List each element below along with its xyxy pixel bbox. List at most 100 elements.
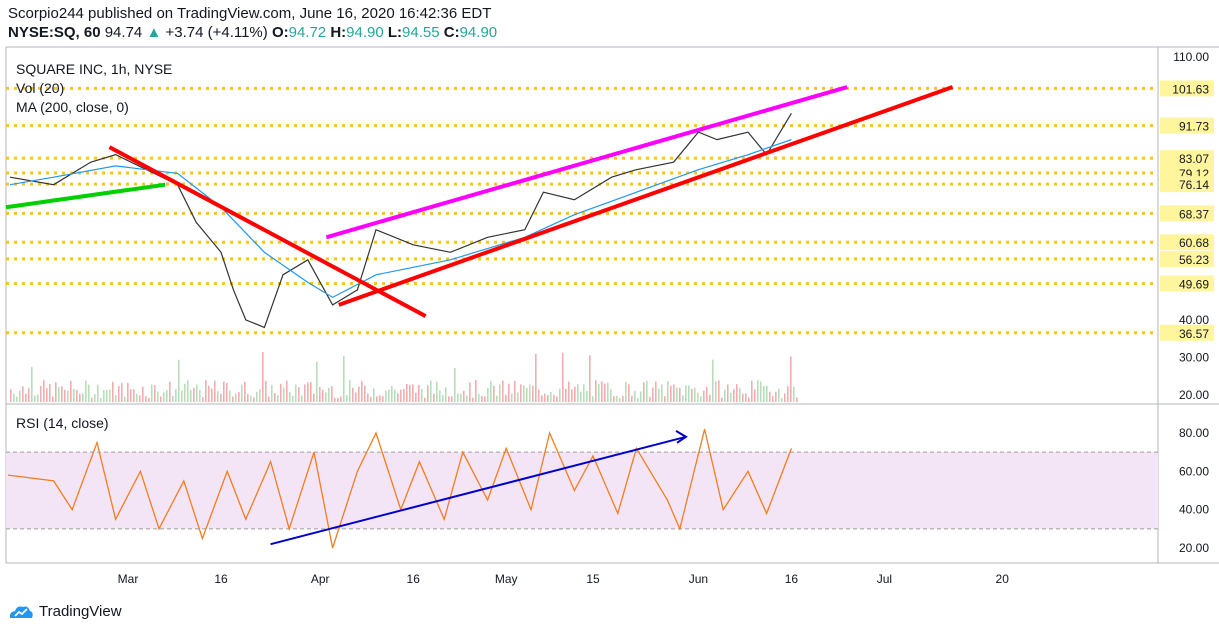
volume-bar (787, 386, 789, 402)
volume-bar (367, 393, 369, 402)
time-tick-label: Jun (689, 572, 708, 586)
volume-bar (115, 395, 117, 402)
volume-bar (478, 393, 480, 402)
volume-bar (421, 389, 423, 402)
level-label-bg (1160, 80, 1214, 97)
volume-bar (715, 381, 717, 402)
volume-bar (475, 380, 477, 402)
volume-bar (175, 389, 177, 402)
volume-bar (412, 384, 414, 402)
volume-bar (670, 385, 672, 402)
volume-bar (742, 393, 744, 402)
volume-bar (199, 390, 201, 402)
volume-bar (94, 394, 96, 402)
level-label: 56.23 (1179, 253, 1209, 267)
volume-bar (172, 395, 174, 402)
trendline-magenta-channel-top (325, 85, 848, 240)
close-label: C: (443, 24, 460, 41)
volume-bar (325, 392, 327, 402)
volume-bar (34, 395, 36, 402)
level-label: 91.73 (1179, 120, 1209, 134)
volume-bar (457, 393, 459, 402)
volume-bar (616, 395, 618, 402)
volume-bar (313, 393, 315, 402)
level-label-bg (1160, 117, 1214, 134)
volume-bar (541, 395, 543, 402)
volume-bar (634, 390, 636, 402)
volume-bar (268, 396, 270, 402)
volume-bar (706, 386, 708, 402)
ohlc-line: NYSE:SQ, 60 94.74 ▲ +3.74 (+4.11%) O:94.… (8, 24, 497, 41)
volume-bar (334, 397, 336, 402)
volume-bar (532, 385, 534, 402)
volume-bars (10, 352, 798, 402)
volume-bar (91, 397, 93, 402)
volume-bar (46, 388, 48, 402)
volume-bar (493, 386, 495, 402)
volume-bar (364, 385, 366, 402)
level-label: 49.69 (1179, 277, 1209, 291)
volume-bar (406, 383, 408, 402)
volume-bar (676, 387, 678, 402)
volume-bar (580, 391, 582, 402)
time-tick-label: 15 (586, 572, 600, 586)
volume-bar (757, 380, 759, 402)
tradingview-cloud-icon (9, 606, 33, 618)
volume-bar (487, 387, 489, 402)
ma-line (9, 139, 792, 299)
volume-bar (100, 397, 102, 402)
volume-bar (598, 383, 600, 402)
volume-bar (232, 396, 234, 402)
volume-bar (502, 380, 504, 402)
volume-bar (349, 380, 351, 402)
volume-bar (223, 381, 225, 402)
volume-bar (481, 395, 483, 402)
volume-bar (88, 384, 90, 402)
volume-bar (304, 384, 306, 402)
volume-bar (472, 397, 474, 402)
volume-bar (463, 390, 465, 402)
volume-bar (166, 390, 168, 402)
volume-bar (454, 367, 456, 402)
volume-bar (793, 386, 795, 402)
volume-bar (316, 361, 318, 402)
volume-bar (124, 396, 126, 402)
volume-bar (211, 388, 213, 402)
volume-bar (178, 359, 180, 402)
volume-bar (13, 393, 15, 402)
level-label-bg (1160, 234, 1214, 251)
volume-bar (151, 384, 153, 402)
volume-bar (754, 389, 756, 402)
volume-bar (226, 383, 228, 402)
volume-bar (583, 384, 585, 402)
volume-bar (64, 389, 66, 402)
volume-bar (28, 387, 30, 402)
volume-bar (181, 390, 183, 402)
rsi-line (7, 429, 793, 549)
volume-bar (778, 388, 780, 402)
volume-bar (646, 380, 648, 402)
volume-bar (190, 390, 192, 402)
volume-bar (241, 384, 243, 402)
volume-bar (628, 384, 630, 402)
volume-bar (169, 381, 171, 402)
volume-bar (16, 396, 18, 402)
volume-bar (694, 387, 696, 402)
time-tick-label: 16 (785, 572, 799, 586)
volume-bar (682, 395, 684, 402)
volume-bar (424, 397, 426, 402)
volume-bar (208, 385, 210, 402)
volume-bar (640, 391, 642, 402)
volume-bar (712, 359, 714, 402)
trendline-green-uptrend (5, 182, 166, 210)
level-label-bg (1160, 324, 1214, 341)
volume-bar (238, 392, 240, 402)
volume-bar (307, 382, 309, 402)
volume-bar (388, 389, 390, 402)
volume-bar (709, 394, 711, 402)
level-label: 68.37 (1179, 207, 1209, 221)
time-tick-label: Apr (311, 572, 330, 586)
volume-bar (373, 388, 375, 402)
up-arrow-icon: ▲ (146, 24, 162, 41)
